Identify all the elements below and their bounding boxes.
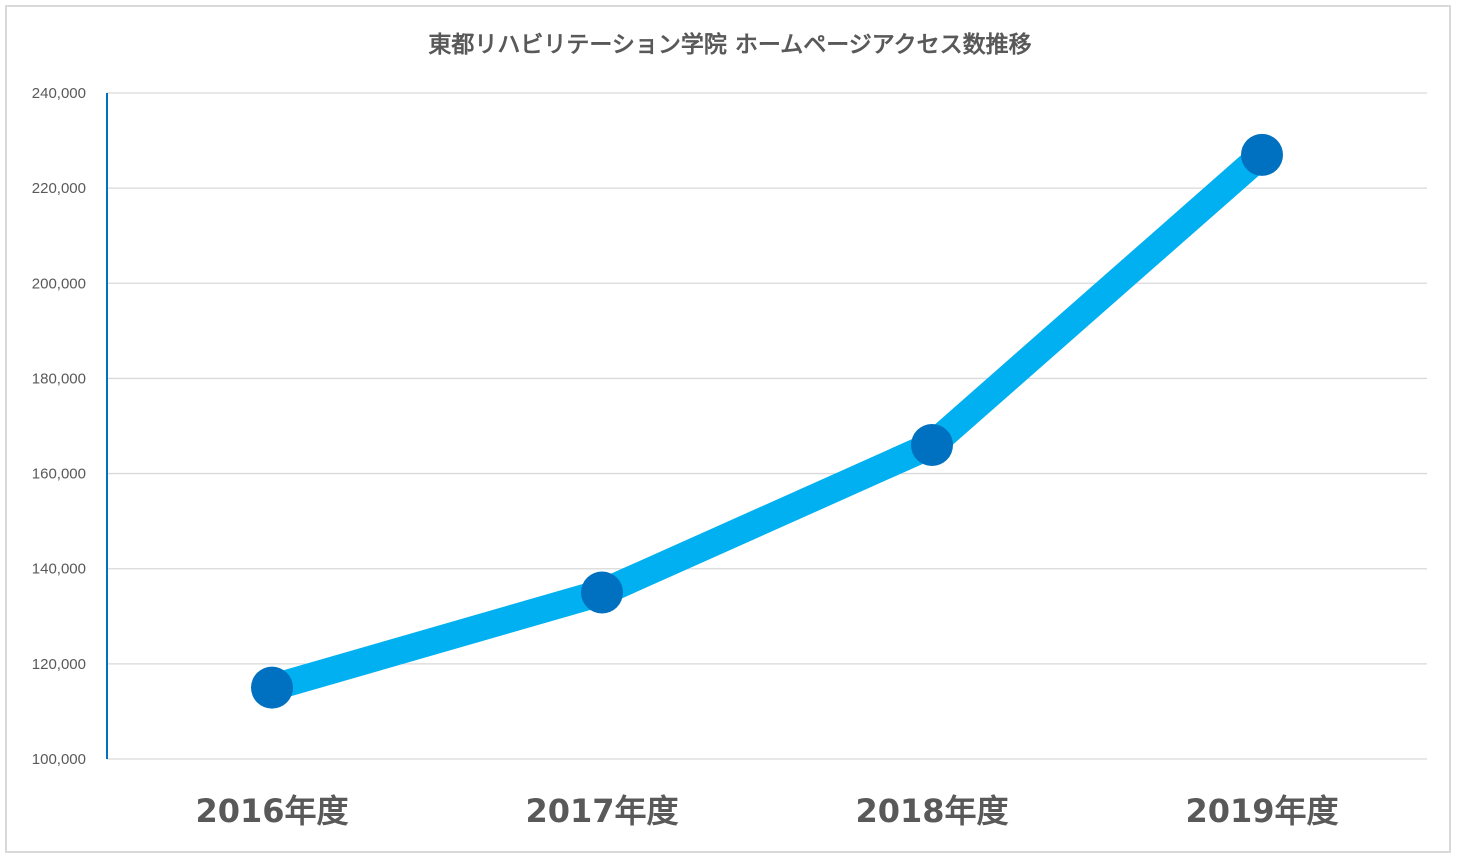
y-tick-label: 200,000 — [32, 275, 86, 292]
chart-title: 東都リハビリテーション学院 ホームページアクセス数推移 — [428, 31, 1031, 58]
x-tick-label: 2018年度 — [855, 792, 1008, 830]
series-line — [258, 141, 1276, 702]
x-tick-label: 2016年度 — [195, 792, 348, 830]
chart-frame — [5, 5, 1451, 853]
data-markers — [251, 133, 1283, 709]
y-tick-label: 160,000 — [32, 466, 86, 483]
y-tick-label: 240,000 — [32, 85, 86, 102]
y-tick-label: 220,000 — [32, 180, 86, 197]
y-tick-label: 180,000 — [32, 370, 86, 387]
y-tick-label: 140,000 — [32, 561, 86, 578]
x-tick-labels: 2016年度 2017年度 2018年度 2019年度 — [195, 792, 1338, 830]
y-tick-labels: 100,000 120,000 140,000 160,000 180,000 200,0… — [32, 85, 86, 768]
data-point — [581, 571, 623, 614]
data-point — [911, 424, 953, 467]
x-tick-label: 2019年度 — [1185, 792, 1338, 830]
data-point — [1241, 133, 1283, 176]
series-line-layer — [258, 141, 1276, 702]
x-tick-label: 2017年度 — [525, 792, 678, 830]
data-point — [251, 666, 293, 709]
y-tick-label: 100,000 — [32, 751, 86, 768]
y-tick-label: 120,000 — [32, 656, 86, 673]
